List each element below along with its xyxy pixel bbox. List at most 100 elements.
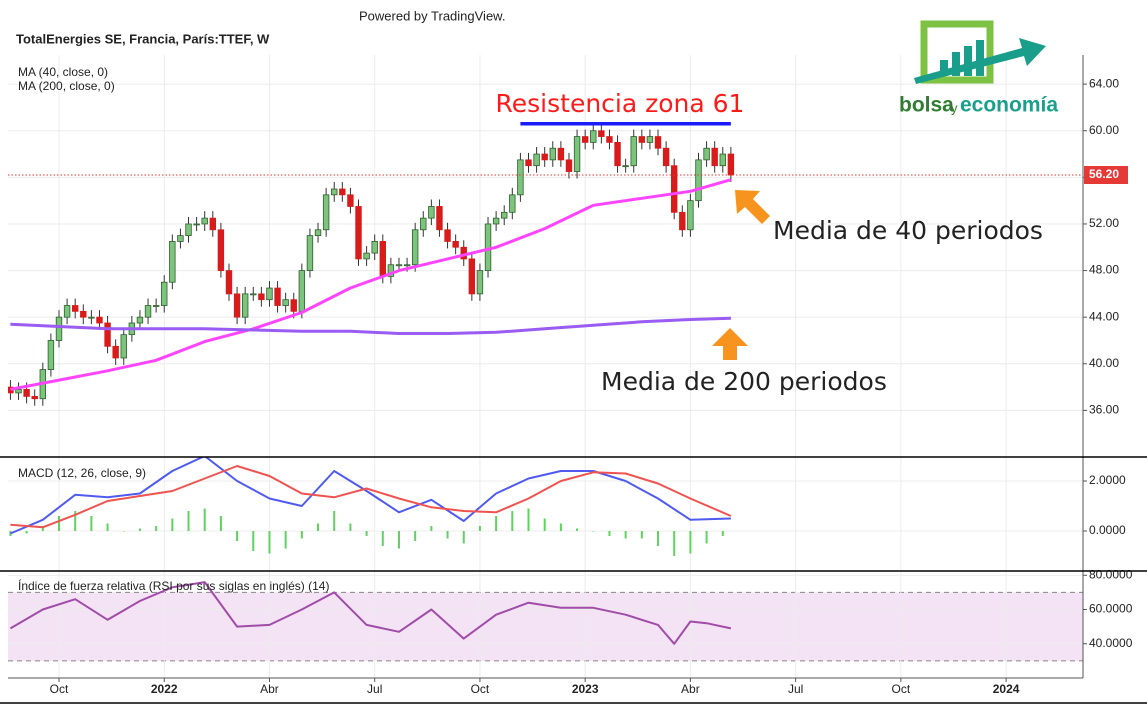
candle-body — [662, 147, 670, 167]
candle-body — [638, 136, 646, 143]
candle-body — [47, 340, 55, 371]
candle-body — [31, 396, 38, 400]
histogram-bar — [365, 531, 368, 536]
histogram-bar — [721, 531, 724, 536]
histogram-bar — [446, 531, 449, 539]
arrow — [712, 328, 748, 360]
logo-text: y — [951, 100, 958, 115]
x-tick-label: Oct — [892, 682, 911, 696]
y-tick-label: 36.00 — [1089, 403, 1119, 417]
y-tick-label: 64.00 — [1089, 76, 1119, 90]
logo-text: bolsa — [899, 94, 954, 117]
annotation: Resistencia zona 61 — [496, 89, 745, 118]
histogram-bar — [171, 518, 174, 531]
candle-body — [598, 130, 605, 137]
candle-body — [306, 235, 314, 271]
histogram-bar — [527, 508, 530, 531]
candle-body — [96, 316, 103, 324]
series-line — [10, 465, 732, 529]
histogram-bar — [397, 531, 400, 549]
x-tick-label: Oct — [50, 682, 69, 696]
candle-body — [444, 229, 451, 242]
candle-body — [606, 136, 613, 143]
histogram-bar — [478, 526, 481, 531]
y-tick-label: 0.0000 — [1089, 523, 1126, 537]
candle-body — [55, 316, 63, 341]
histogram-bar — [90, 516, 93, 531]
histogram-bar — [705, 531, 708, 544]
candle-body — [509, 194, 516, 213]
candle-body — [136, 316, 144, 324]
histogram-bar — [74, 511, 77, 531]
candle-body — [233, 293, 241, 318]
candle-body — [630, 136, 637, 167]
pane — [8, 571, 1083, 678]
annotation: Media de 200 periodos — [601, 367, 887, 396]
histogram-bar — [25, 531, 28, 534]
candle-body — [428, 206, 435, 219]
candle-body — [517, 159, 524, 196]
candle-body — [719, 153, 726, 167]
histogram-bar — [462, 531, 465, 544]
last-price-label: 56.20 — [1089, 167, 1119, 181]
candle-body — [241, 293, 249, 318]
candle-body — [23, 389, 30, 397]
pane-title: Índice de fuerza relativa (RSI por sus s… — [18, 578, 329, 593]
histogram-bar — [592, 531, 595, 532]
candle-body — [201, 217, 208, 225]
histogram-bar — [576, 528, 579, 531]
candle-body — [646, 136, 654, 143]
candle-body — [549, 147, 556, 161]
histogram-bar — [430, 526, 433, 531]
logo-bar — [976, 40, 984, 76]
legend-entry: MA (40, close, 0) — [18, 65, 108, 79]
x-tick-label: Oct — [471, 682, 490, 696]
y-tick-label: 48.00 — [1089, 263, 1119, 277]
x-tick-label: Abr — [681, 682, 700, 696]
candle-body — [71, 305, 79, 312]
histogram-bar — [543, 518, 546, 531]
candle-body — [347, 194, 354, 207]
histogram-bar — [252, 531, 255, 551]
y-tick-label: 44.00 — [1089, 309, 1119, 323]
histogram-bar — [349, 523, 352, 531]
candle-body — [193, 223, 200, 226]
histogram-bar — [317, 523, 320, 531]
candle-body — [112, 345, 119, 359]
candle-body — [355, 206, 362, 260]
candle-body — [298, 270, 306, 312]
candle-body — [120, 334, 127, 359]
histogram-bar — [41, 526, 44, 531]
y-tick-label: 40.0000 — [1089, 636, 1133, 650]
candle-body — [581, 136, 589, 143]
x-tick-label: 2024 — [993, 682, 1020, 696]
candle-body — [476, 270, 484, 295]
candle-body — [290, 299, 297, 312]
histogram-bar — [657, 531, 660, 546]
candle-body — [671, 165, 678, 213]
candle-body — [533, 153, 540, 167]
x-tick-label: 2023 — [572, 682, 599, 696]
x-tick-label: Jul — [367, 682, 382, 696]
candle-body — [322, 194, 330, 231]
logo-bar — [964, 46, 972, 76]
candle-body — [614, 141, 621, 167]
y-tick-label: 52.00 — [1089, 216, 1119, 230]
candle-body — [654, 136, 662, 149]
annotation: Media de 40 periodos — [773, 216, 1043, 245]
histogram-bar — [495, 516, 498, 531]
candle-body — [573, 136, 581, 172]
histogram-bar — [624, 531, 627, 539]
histogram-bar — [300, 531, 303, 539]
y-tick-label: 40.00 — [1089, 356, 1119, 370]
candle-body — [331, 188, 338, 196]
candle-body — [565, 159, 573, 172]
logo: bolsa y economía — [899, 20, 1058, 117]
candle-body — [590, 130, 597, 143]
pane — [8, 55, 1083, 457]
candle-body — [144, 305, 152, 318]
histogram-bar — [511, 511, 514, 531]
histogram-bar — [138, 528, 141, 531]
candle-body — [695, 159, 702, 202]
